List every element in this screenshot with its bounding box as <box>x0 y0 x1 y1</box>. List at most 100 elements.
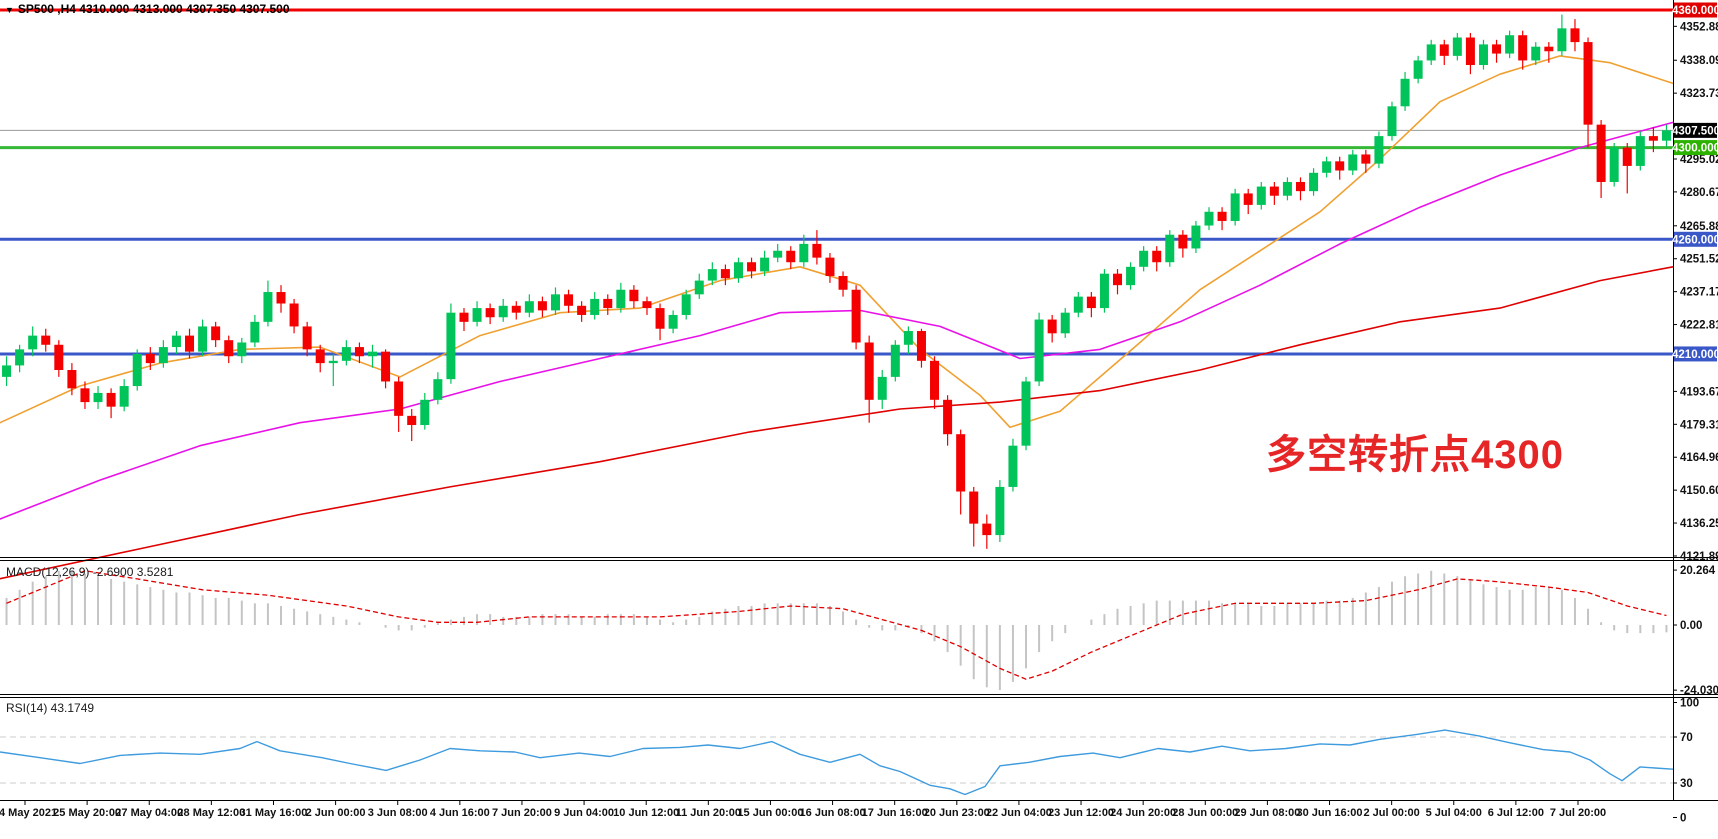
candle-down <box>969 486 979 547</box>
candle-down <box>564 289 574 313</box>
candle-down <box>106 388 116 419</box>
candle-up <box>590 292 600 320</box>
candle-up <box>1309 168 1319 196</box>
candle-up <box>799 234 809 267</box>
candle-up <box>1126 262 1136 290</box>
candle-down <box>41 328 51 352</box>
candle-down <box>812 230 822 265</box>
candle-up <box>694 273 704 299</box>
candle-up <box>877 369 887 409</box>
time-tick-label: 9 Jun 04:00 <box>554 807 614 819</box>
candle-up <box>237 337 247 364</box>
price-tick-label: 30 <box>1680 778 1693 790</box>
candle-down <box>145 347 155 370</box>
candle-up <box>1021 376 1031 451</box>
svg-text:4307.500: 4307.500 <box>1672 125 1718 137</box>
candle-down <box>1439 39 1449 66</box>
time-tick-label: 20 Jun 23:00 <box>924 807 990 819</box>
price-tick-label: 4352.880 <box>1680 21 1718 33</box>
ma-mid <box>0 121 1674 520</box>
time-tick-label: 3 Jun 08:00 <box>368 807 428 819</box>
candle-up <box>550 287 560 315</box>
candle-up <box>93 386 103 409</box>
candle-down <box>655 303 665 341</box>
candle-down <box>1113 269 1123 295</box>
candle-up <box>198 319 208 357</box>
candle-up <box>28 326 38 357</box>
svg-text:4360.000: 4360.000 <box>1672 5 1718 17</box>
candle-up <box>341 340 351 366</box>
candle-down <box>629 285 639 309</box>
candle-up <box>1204 207 1214 231</box>
candle-up <box>524 294 534 318</box>
time-tick-label: 17 Jun 16:00 <box>862 807 928 819</box>
candle-up <box>132 349 142 391</box>
price-tick-label: 4295.025 <box>1680 154 1718 166</box>
svg-text:4300.000: 4300.000 <box>1672 143 1718 155</box>
candle-up <box>1635 131 1645 171</box>
price-tick-label: -24.0303 <box>1680 685 1718 697</box>
time-tick-label: 23 Jun 12:00 <box>1048 807 1114 819</box>
candle-up <box>472 301 482 327</box>
horizontal-lines-layer <box>0 8 1673 356</box>
price-tick-label: 4222.815 <box>1680 320 1718 332</box>
price-badge-4360.000: 4360.000 <box>1672 2 1718 18</box>
candle-up <box>1426 39 1436 66</box>
candle-up <box>707 262 717 286</box>
candle-up <box>1230 188 1240 226</box>
price-axis[interactable]: 4352.880 4338.090 4323.735 4295.025 4280.670… <box>1672 2 1718 825</box>
candle-down <box>185 328 195 359</box>
candle-up <box>1060 308 1070 338</box>
candle-down <box>315 344 325 373</box>
candle-down <box>54 340 64 377</box>
candle-down <box>80 381 90 409</box>
candle-up <box>681 289 691 320</box>
time-tick-label: 2 Jul 00:00 <box>1364 807 1420 819</box>
candle-up <box>328 353 338 387</box>
candle-down <box>67 363 77 396</box>
candle-up <box>890 340 900 382</box>
candle-down <box>302 321 312 357</box>
candle-down <box>642 296 652 315</box>
candle-up <box>760 250 770 276</box>
candle-up <box>1374 131 1384 169</box>
moving-averages-layer <box>0 55 1674 580</box>
candle-down <box>1295 177 1305 201</box>
rsi-line <box>0 729 1674 796</box>
candle-up <box>1661 124 1671 148</box>
time-tick-label: 31 May 16:00 <box>240 807 308 819</box>
candle-up <box>1073 292 1083 318</box>
time-tick-label: 22 Jun 04:00 <box>986 807 1052 819</box>
candle-down <box>943 395 953 446</box>
price-tick-label: 4136.250 <box>1680 518 1718 530</box>
candle-up <box>616 282 626 313</box>
candle-down <box>1178 230 1188 258</box>
price-tick-label: 0 <box>1680 813 1686 825</box>
candle-down <box>825 253 835 283</box>
candle-down <box>851 285 861 350</box>
candle-up <box>250 314 260 348</box>
candle-down <box>381 349 391 389</box>
candle-up <box>903 326 913 354</box>
time-tick-label: 28 May 12:00 <box>177 807 245 819</box>
candle-up <box>158 340 168 368</box>
svg-text:4260.000: 4260.000 <box>1672 234 1718 246</box>
time-tick-label: 24 May 2021 <box>0 807 57 819</box>
candle-up <box>1322 156 1332 178</box>
price-tick-label: 70 <box>1680 732 1693 744</box>
price-badge-4307.500: 4307.500 <box>1672 122 1718 138</box>
candle-up <box>1191 220 1201 254</box>
time-tick-label: 29 Jun 08:00 <box>1234 807 1300 819</box>
candle-up <box>420 392 430 430</box>
candle-down <box>1269 181 1279 205</box>
price-tick-label: 20.264 <box>1680 565 1716 577</box>
svg-text:4210.000: 4210.000 <box>1672 349 1718 361</box>
candle-down <box>1335 156 1345 180</box>
price-tick-label: 0.00 <box>1680 620 1702 632</box>
time-tick-label: 15 Jun 00:00 <box>737 807 803 819</box>
candle-down <box>956 429 966 515</box>
time-tick-label: 6 Jul 12:00 <box>1488 807 1544 819</box>
candle-down <box>864 335 874 423</box>
